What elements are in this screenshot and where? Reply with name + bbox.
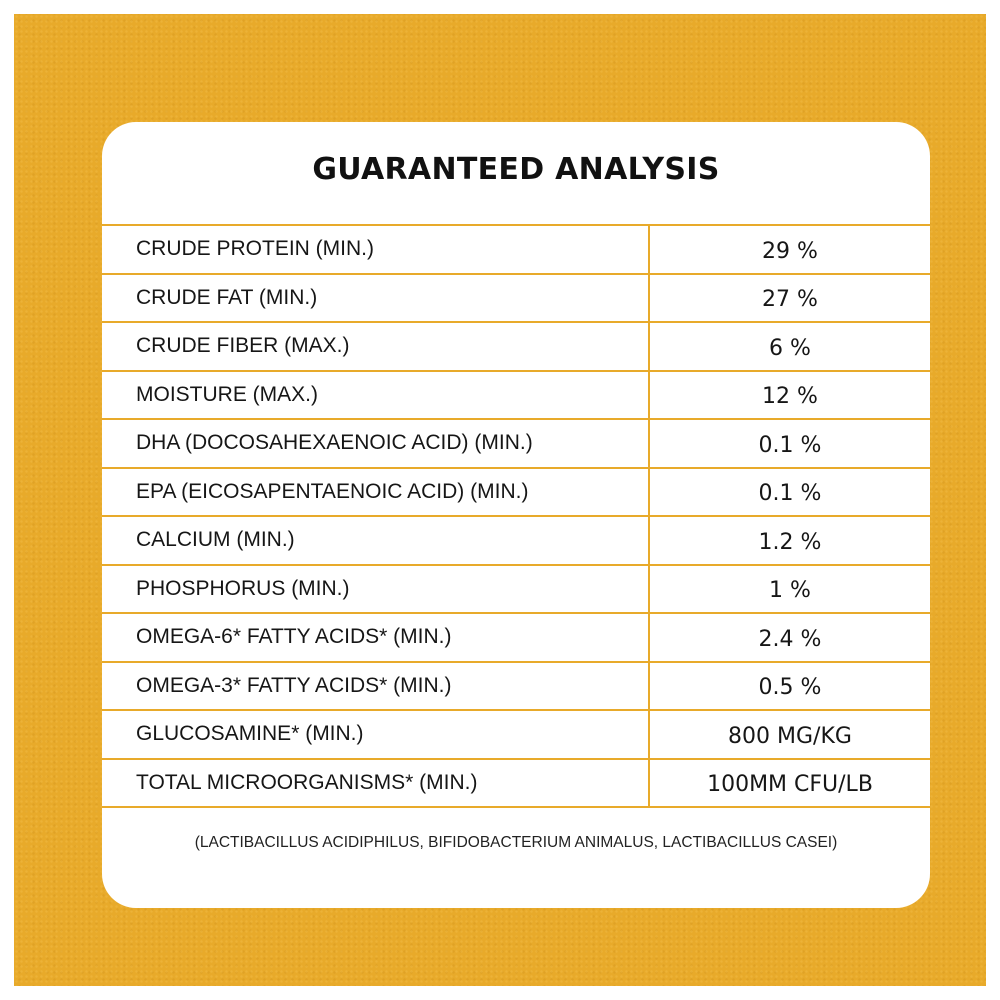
table-row: MOISTURE (MAX.) 12 % bbox=[102, 371, 930, 420]
card-title: GUARANTEED ANALYSIS bbox=[312, 152, 720, 187]
table-row: TOTAL MICROORGANISMS* (MIN.) 100MM CFU/L… bbox=[102, 759, 930, 808]
table-row: OMEGA-6* FATTY ACIDS* (MIN.) 2.4 % bbox=[102, 614, 930, 663]
row-value: 2.4 % bbox=[758, 626, 822, 652]
row-label: PHOSPHORUS (MIN.) bbox=[102, 565, 650, 612]
row-value: 800 MG/KG bbox=[728, 723, 852, 749]
row-label: CRUDE PROTEIN (MIN.) bbox=[102, 226, 650, 273]
row-value: 1.2 % bbox=[758, 529, 822, 555]
row-label: CRUDE FAT (MIN.) bbox=[102, 274, 650, 321]
row-value: 6 % bbox=[769, 335, 811, 361]
row-value: 100MM CFU/LB bbox=[707, 772, 873, 798]
row-label: OMEGA-6* FATTY ACIDS* (MIN.) bbox=[102, 614, 650, 661]
table-row: EPA (EICOSAPENTAENOIC ACID) (MIN.) 0.1 % bbox=[102, 468, 930, 517]
row-label: CALCIUM (MIN.) bbox=[102, 517, 650, 564]
row-label: MOISTURE (MAX.) bbox=[102, 371, 650, 418]
table-row: CRUDE FAT (MIN.) 27 % bbox=[102, 274, 930, 323]
table-row: GLUCOSAMINE* (MIN.) 800 MG/KG bbox=[102, 711, 930, 760]
table-row: PHOSPHORUS (MIN.) 1 % bbox=[102, 565, 930, 614]
row-value: 29 % bbox=[762, 238, 818, 264]
row-value: 1 % bbox=[769, 578, 811, 604]
row-label: OMEGA-3* FATTY ACIDS* (MIN.) bbox=[102, 662, 650, 709]
row-value: 0.5 % bbox=[758, 675, 822, 701]
table-row: CRUDE PROTEIN (MIN.) 29 % bbox=[102, 226, 930, 275]
row-value: 0.1 % bbox=[758, 432, 822, 458]
row-value: 27 % bbox=[762, 287, 818, 313]
background-panel: GUARANTEED ANALYSIS CRUDE PROTEIN (MIN.)… bbox=[14, 14, 986, 986]
row-value: 0.1 % bbox=[758, 481, 822, 507]
row-label: TOTAL MICROORGANISMS* (MIN.) bbox=[102, 759, 650, 806]
analysis-table: CRUDE PROTEIN (MIN.) 29 % CRUDE FAT (MIN… bbox=[102, 224, 930, 808]
row-value: 12 % bbox=[762, 384, 818, 410]
table-row: CRUDE FIBER (MAX.) 6 % bbox=[102, 323, 930, 372]
table-row: DHA (DOCOSAHEXAENOIC ACID) (MIN.) 0.1 % bbox=[102, 420, 930, 469]
row-label: GLUCOSAMINE* (MIN.) bbox=[102, 711, 650, 758]
row-label: CRUDE FIBER (MAX.) bbox=[102, 323, 650, 370]
footnote: (LACTIBACILLUS ACIDIPHILUS, BIFIDOBACTER… bbox=[194, 834, 838, 851]
table-row: CALCIUM (MIN.) 1.2 % bbox=[102, 517, 930, 566]
table-row: OMEGA-3* FATTY ACIDS* (MIN.) 0.5 % bbox=[102, 662, 930, 711]
analysis-card: GUARANTEED ANALYSIS CRUDE PROTEIN (MIN.)… bbox=[102, 122, 930, 908]
row-label: EPA (EICOSAPENTAENOIC ACID) (MIN.) bbox=[102, 468, 650, 515]
row-label: DHA (DOCOSAHEXAENOIC ACID) (MIN.) bbox=[102, 420, 650, 467]
